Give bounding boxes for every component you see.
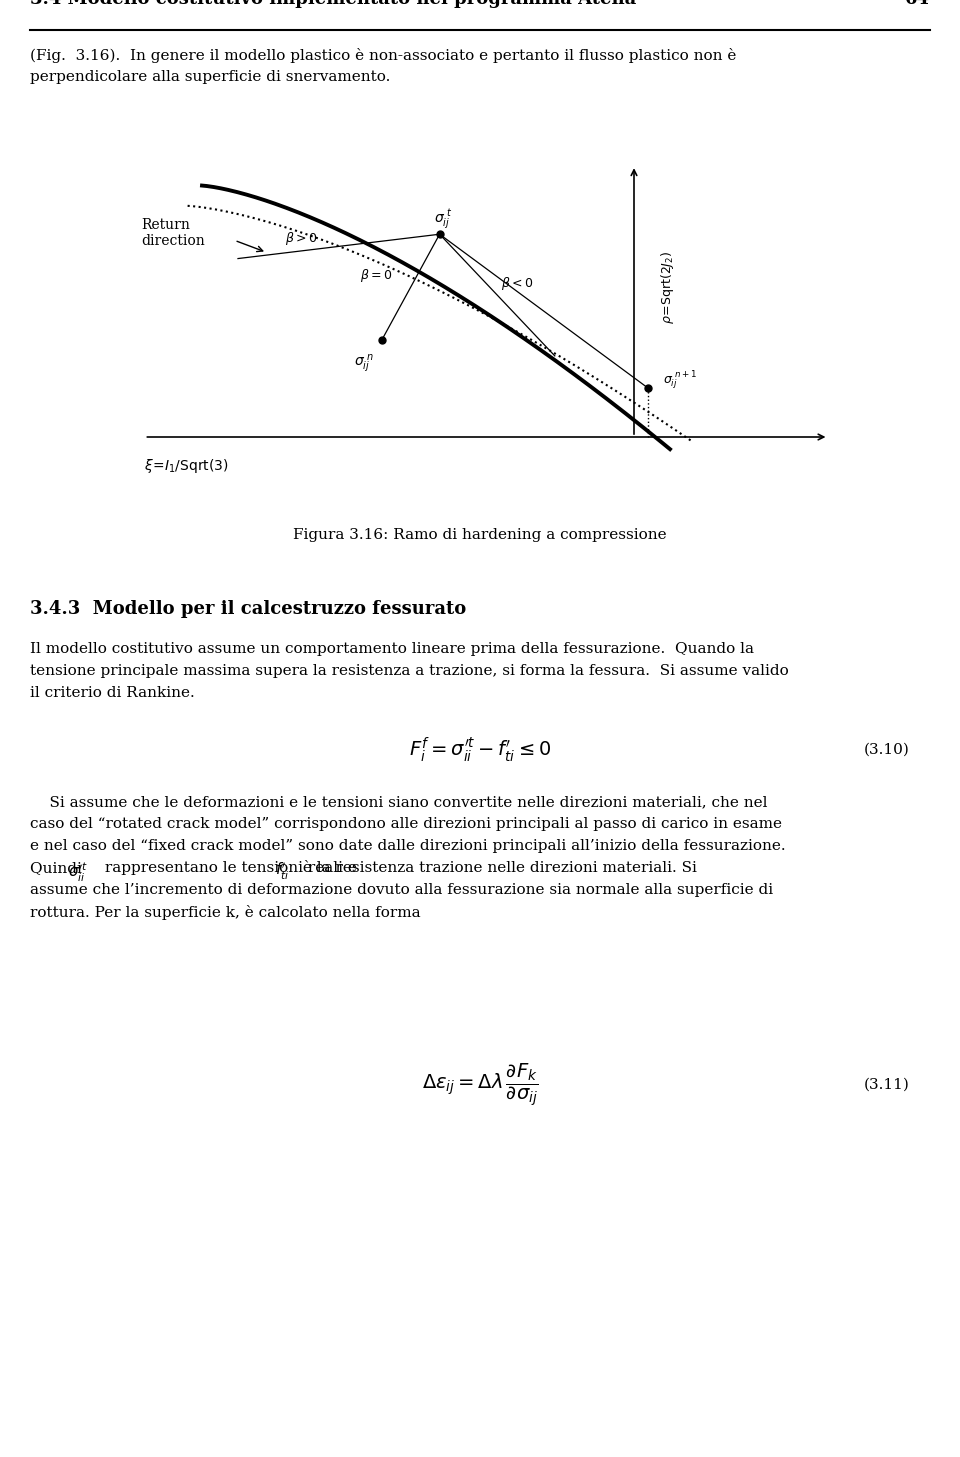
- Text: (Fig.  3.16).  In genere il modello plastico è non-associato e pertanto il fluss: (Fig. 3.16). In genere il modello plasti…: [30, 48, 736, 63]
- Text: $\rho\!=\!\mathrm{Sqrt}(2J_2)$: $\rho\!=\!\mathrm{Sqrt}(2J_2)$: [660, 251, 676, 323]
- Text: Figura 3.16: Ramo di hardening a compressione: Figura 3.16: Ramo di hardening a compres…: [293, 527, 667, 542]
- Text: $\sigma_{ij}^{\ t}$: $\sigma_{ij}^{\ t}$: [434, 207, 452, 230]
- Text: $\sigma_{ij}^{\ n+1}$: $\sigma_{ij}^{\ n+1}$: [662, 370, 697, 392]
- Text: $\Delta\varepsilon_{ij} = \Delta\lambda\,\dfrac{\partial F_k}{\partial\sigma_{ij: $\Delta\varepsilon_{ij} = \Delta\lambda\…: [421, 1062, 539, 1109]
- Text: è la resistenza trazione nelle direzioni materiali. Si: è la resistenza trazione nelle direzioni…: [298, 861, 697, 876]
- Text: Si assume che le deformazioni e le tensioni siano convertite nelle direzioni mat: Si assume che le deformazioni e le tensi…: [30, 796, 767, 809]
- Text: il criterio di Rankine.: il criterio di Rankine.: [30, 686, 195, 699]
- Text: Return
direction: Return direction: [141, 219, 204, 248]
- Text: tensione principale massima supera la resistenza a trazione, si forma la fessura: tensione principale massima supera la re…: [30, 664, 789, 678]
- Text: 3.4 Modello costitutivo implementato nel programma Atena: 3.4 Modello costitutivo implementato nel…: [30, 0, 636, 7]
- Text: rottura. Per la superficie k, è calcolato nella forma: rottura. Per la superficie k, è calcolat…: [30, 905, 420, 919]
- Text: $\sigma_{ii}^{\prime t}$: $\sigma_{ii}^{\prime t}$: [68, 861, 88, 884]
- Text: $f_{ti}^{\prime}$: $f_{ti}^{\prime}$: [275, 861, 290, 881]
- Text: 64: 64: [905, 0, 930, 7]
- Text: $\xi\!=\!I_1/\mathrm{Sqrt}(3)$: $\xi\!=\!I_1/\mathrm{Sqrt}(3)$: [144, 457, 229, 475]
- Text: $\beta>0$: $\beta>0$: [285, 230, 317, 248]
- Text: (3.10): (3.10): [864, 743, 910, 758]
- Text: $\beta=0$: $\beta=0$: [360, 267, 393, 284]
- Text: $F_i^f = \sigma_{ii}^{\prime t} - f_{ti}^{\prime} \leq 0$: $F_i^f = \sigma_{ii}^{\prime t} - f_{ti}…: [409, 736, 551, 765]
- Text: Quindi: Quindi: [30, 861, 86, 876]
- Text: rappresentano le tensioni reali e: rappresentano le tensioni reali e: [100, 861, 362, 876]
- Text: 3.4.3  Modello per il calcestruzzo fessurato: 3.4.3 Modello per il calcestruzzo fessur…: [30, 600, 467, 618]
- Text: $\beta<0$: $\beta<0$: [501, 275, 533, 291]
- Text: $\sigma_{ij}^{\ n}$: $\sigma_{ij}^{\ n}$: [354, 353, 374, 374]
- Text: assume che l’incremento di deformazione dovuto alla fessurazione sia normale all: assume che l’incremento di deformazione …: [30, 883, 773, 898]
- Text: (3.11): (3.11): [864, 1078, 910, 1091]
- Text: perpendicolare alla superficie di snervamento.: perpendicolare alla superficie di snerva…: [30, 70, 391, 85]
- Text: caso del “rotated crack model” corrispondono alle direzioni principali al passo : caso del “rotated crack model” corrispon…: [30, 817, 782, 830]
- Text: Il modello costitutivo assume un comportamento lineare prima della fessurazione.: Il modello costitutivo assume un comport…: [30, 643, 754, 656]
- Text: e nel caso del “fixed crack model” sono date dalle direzioni principali all’iniz: e nel caso del “fixed crack model” sono …: [30, 839, 785, 852]
